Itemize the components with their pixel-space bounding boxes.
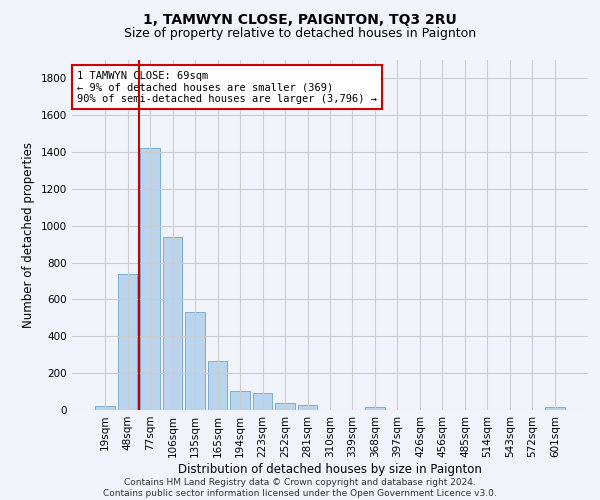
Bar <box>545 406 565 410</box>
Bar <box>208 361 227 410</box>
Bar <box>275 402 295 410</box>
Text: 1 TAMWYN CLOSE: 69sqm
← 9% of detached houses are smaller (369)
90% of semi-deta: 1 TAMWYN CLOSE: 69sqm ← 9% of detached h… <box>77 70 377 104</box>
Bar <box>230 390 250 410</box>
Bar <box>253 393 272 410</box>
Bar <box>185 312 205 410</box>
Bar <box>95 406 115 410</box>
Y-axis label: Number of detached properties: Number of detached properties <box>22 142 35 328</box>
X-axis label: Distribution of detached houses by size in Paignton: Distribution of detached houses by size … <box>178 462 482 475</box>
Bar <box>298 405 317 410</box>
Bar <box>140 148 160 410</box>
Text: Contains HM Land Registry data © Crown copyright and database right 2024.
Contai: Contains HM Land Registry data © Crown c… <box>103 478 497 498</box>
Bar <box>365 406 385 410</box>
Text: Size of property relative to detached houses in Paignton: Size of property relative to detached ho… <box>124 28 476 40</box>
Text: 1, TAMWYN CLOSE, PAIGNTON, TQ3 2RU: 1, TAMWYN CLOSE, PAIGNTON, TQ3 2RU <box>143 12 457 26</box>
Bar <box>163 237 182 410</box>
Bar <box>118 274 137 410</box>
